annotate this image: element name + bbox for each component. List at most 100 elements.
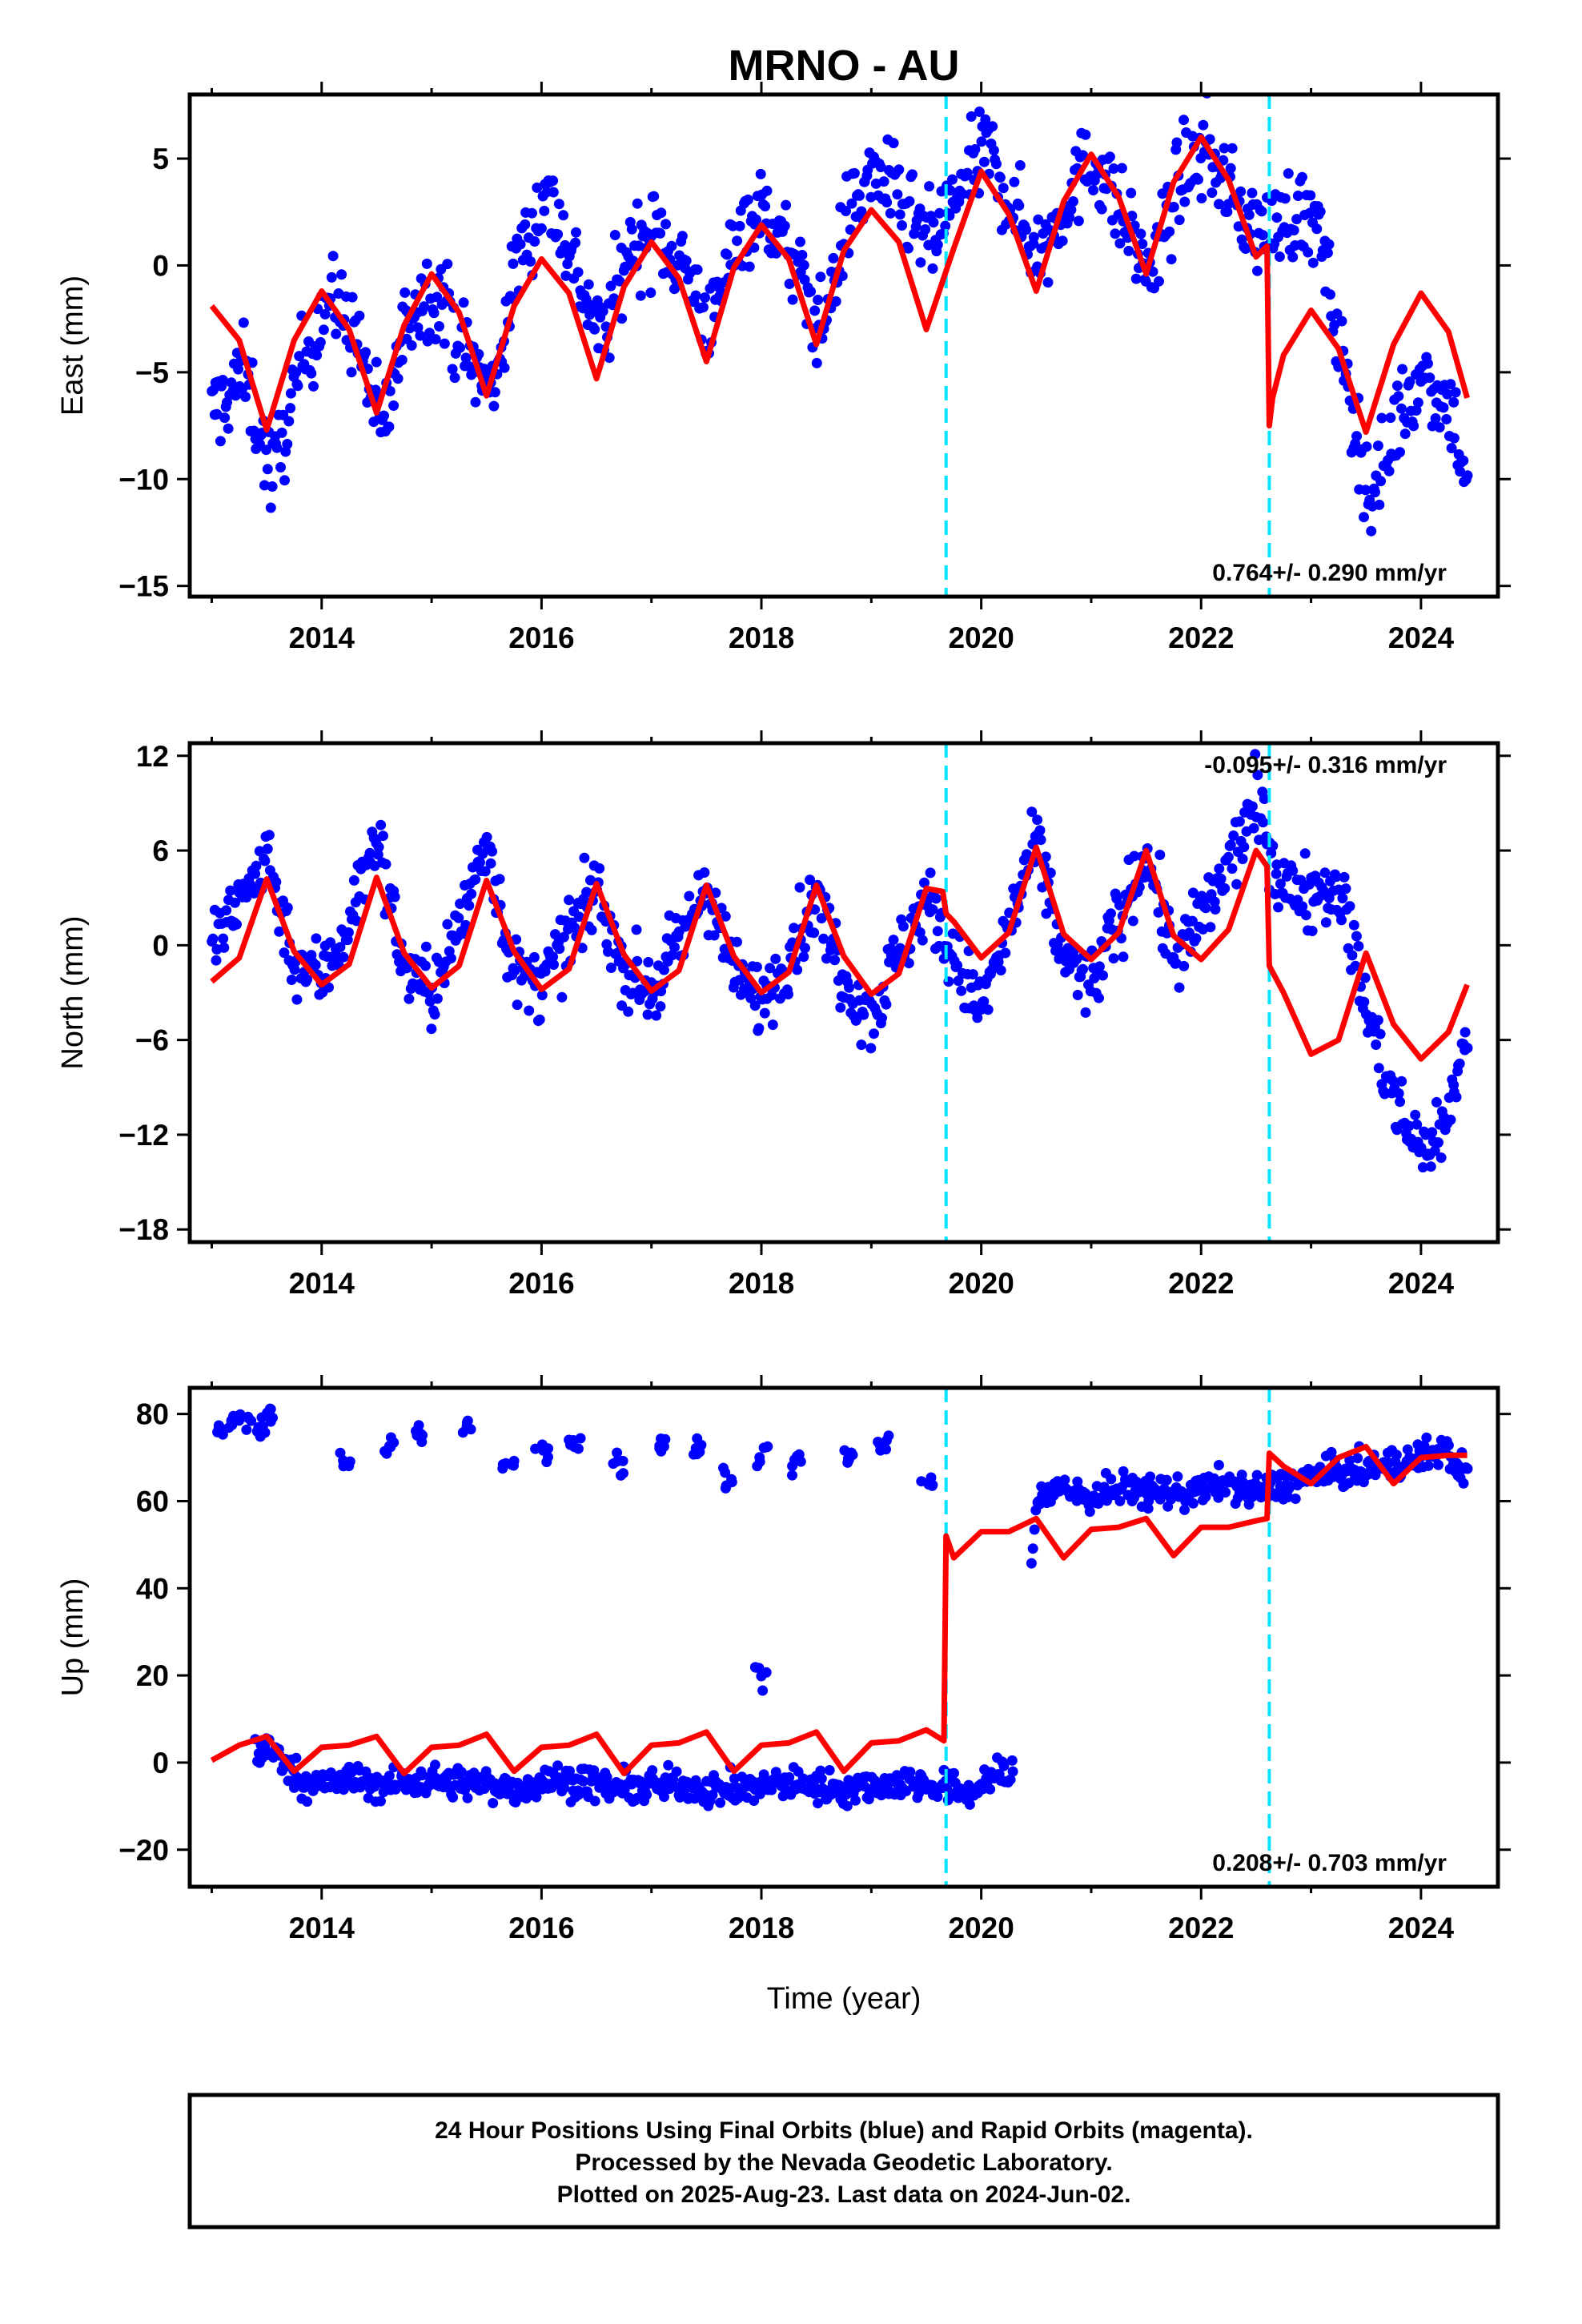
- data-point: [1360, 485, 1371, 496]
- data-point: [647, 1765, 658, 1776]
- data-point: [824, 1765, 835, 1775]
- data-point: [375, 1795, 386, 1807]
- data-point: [1240, 243, 1251, 254]
- data-point: [1106, 1474, 1117, 1485]
- data-point: [373, 842, 384, 853]
- data-point: [552, 229, 564, 240]
- data-point: [550, 929, 560, 940]
- data-point: [956, 985, 967, 996]
- outlier-point: [616, 1470, 626, 1481]
- data-point: [976, 136, 987, 147]
- data-point: [306, 368, 317, 379]
- data-point: [881, 197, 893, 208]
- data-point: [1387, 1075, 1398, 1086]
- data-point: [225, 885, 236, 896]
- data-point: [1233, 221, 1244, 232]
- x-tick-label: 2016: [508, 621, 574, 654]
- data-point: [1391, 1449, 1402, 1461]
- x-tick-label: 2014: [289, 1912, 355, 1944]
- data-point: [548, 951, 559, 963]
- data-point: [1458, 1478, 1469, 1489]
- data-point: [779, 220, 790, 231]
- data-point: [1227, 143, 1238, 154]
- data-point: [420, 941, 432, 952]
- data-point: [978, 156, 990, 167]
- data-point: [1403, 1120, 1415, 1132]
- data-point: [1348, 919, 1359, 931]
- data-point: [940, 220, 951, 231]
- data-point: [389, 891, 400, 903]
- data-point: [881, 999, 892, 1010]
- data-point: [217, 375, 228, 385]
- data-point: [920, 224, 931, 235]
- data-point: [841, 1800, 853, 1811]
- model-curve: [209, 134, 1470, 436]
- data-point: [263, 830, 275, 841]
- data-point: [616, 313, 628, 324]
- data-point: [360, 347, 371, 358]
- outlier-point: [875, 1445, 886, 1456]
- data-point: [1114, 238, 1126, 249]
- data-point: [1236, 1470, 1247, 1481]
- data-point: [1431, 1096, 1442, 1108]
- data-point: [1411, 1119, 1423, 1130]
- data-point: [1337, 893, 1348, 904]
- data-point: [927, 263, 938, 274]
- data-point: [877, 1012, 887, 1023]
- data-point: [1068, 196, 1078, 207]
- data-point: [520, 219, 531, 230]
- y-tick-label: −5: [135, 356, 169, 389]
- outlier-point: [243, 1411, 254, 1422]
- data-point: [903, 243, 913, 254]
- data-point: [1200, 1491, 1211, 1502]
- data-point: [962, 167, 973, 179]
- data-point: [761, 185, 773, 196]
- data-point: [987, 121, 998, 132]
- data-point: [1370, 487, 1380, 498]
- caption-frame: [187, 2093, 1500, 2230]
- data-point: [354, 310, 365, 321]
- data-point: [1126, 211, 1138, 222]
- data-point: [347, 292, 358, 303]
- data-point: [1161, 1474, 1172, 1486]
- data-point: [601, 1771, 612, 1783]
- data-point: [1344, 1454, 1355, 1466]
- data-point: [1247, 801, 1258, 812]
- data-point: [429, 1009, 440, 1020]
- data-point: [888, 935, 899, 946]
- data-point: [1108, 953, 1119, 964]
- data-point: [1234, 816, 1245, 827]
- data-point: [835, 1002, 846, 1013]
- outlier-point: [754, 1452, 765, 1463]
- data-point: [488, 400, 500, 412]
- data-point: [671, 1766, 682, 1777]
- data-point: [586, 924, 597, 935]
- data-point: [684, 891, 695, 902]
- data-point: [529, 236, 540, 247]
- data-point: [781, 199, 792, 211]
- data-point: [464, 900, 475, 911]
- data-point: [1026, 806, 1038, 818]
- data-point: [885, 207, 896, 219]
- data-point: [1088, 185, 1098, 195]
- data-point: [1372, 1015, 1383, 1026]
- data-point: [426, 1023, 437, 1035]
- data-point: [978, 996, 990, 1007]
- data-point: [383, 421, 395, 432]
- data-point: [655, 227, 666, 239]
- data-point: [285, 403, 296, 414]
- data-point: [1391, 380, 1403, 392]
- data-point: [420, 960, 431, 971]
- data-point: [1178, 960, 1190, 971]
- data-point: [527, 207, 537, 219]
- data-point: [949, 1767, 959, 1779]
- data-point: [1331, 871, 1342, 883]
- data-point: [1187, 887, 1199, 899]
- data-point: [795, 236, 805, 247]
- data-point: [1352, 1453, 1363, 1464]
- data-point: [276, 427, 287, 438]
- data-point: [534, 1014, 545, 1025]
- data-point: [651, 1010, 662, 1021]
- data-point: [659, 1791, 669, 1803]
- data-point: [1411, 405, 1422, 416]
